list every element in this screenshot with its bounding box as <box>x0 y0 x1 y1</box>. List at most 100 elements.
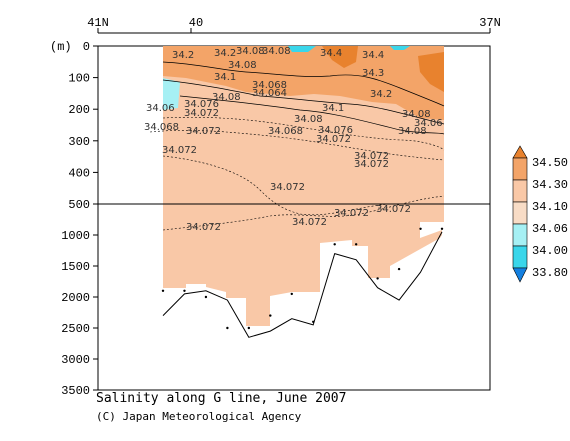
contour-34-072 <box>162 155 391 216</box>
cast-marker <box>354 243 358 246</box>
surface-high-salinity <box>163 46 444 120</box>
y-tick-label: 500 <box>68 198 90 212</box>
contour-label: 34.08 <box>262 46 291 57</box>
contour-label: 34.068 <box>144 122 179 133</box>
contour-34-08 <box>162 116 445 151</box>
contour-label: 34.068 <box>252 80 287 91</box>
contour-label: 34.072 <box>292 217 327 228</box>
y-axis: (m) 0 100 200 300 400 500 1000 1500 2000 2500 3000… <box>50 40 98 398</box>
cast-marker <box>397 267 401 271</box>
y-unit-label: (m) <box>50 40 72 54</box>
contour-label: 34.08 <box>402 109 431 120</box>
contour-label: 34.08 <box>212 92 241 103</box>
x-tick-label: 40 <box>189 16 203 30</box>
y-tick-label: 100 <box>68 72 90 86</box>
cast-marker <box>419 227 422 230</box>
cast-marker <box>269 314 272 317</box>
y-ticks: 0 100 200 300 400 500 1000 1500 2000 2500 3000 3500 <box>61 40 98 398</box>
cast-markers <box>161 227 444 330</box>
y-tick-label: 400 <box>68 166 90 180</box>
contour-label: 34.072 <box>316 134 351 145</box>
colorbar-swatch-34-30-34-50 <box>512 157 528 181</box>
contour-label: 34.1 <box>214 72 236 83</box>
contour-34-072b <box>162 195 445 231</box>
contour-34-3 <box>162 61 445 107</box>
y-tick-label: 2500 <box>61 322 90 336</box>
y-tick-label: 1500 <box>61 260 90 274</box>
contour-label: 34.072 <box>354 159 389 170</box>
colorbar-swatch-34-10-34-30 <box>512 179 528 203</box>
contour-label: 34.072 <box>184 108 219 119</box>
fresh-surface-patch <box>288 46 316 52</box>
cast-marker <box>183 289 186 292</box>
colorbar: 34.50 34.30 34.10 34.06 34.00 33.80 <box>512 145 568 283</box>
contour-lines <box>149 61 445 231</box>
contour-label: 34.08 <box>236 46 265 57</box>
colorbar-level-label: 34.06 <box>532 222 568 236</box>
contour-label: 34.064 <box>252 88 287 99</box>
colorbar-level-label: 33.80 <box>532 266 568 280</box>
y-tick-label: 3500 <box>61 384 90 398</box>
cast-marker <box>290 292 293 296</box>
contour-34-2 <box>162 79 445 125</box>
contour-label: 34.072 <box>354 151 389 162</box>
contour-label: 34.072 <box>162 145 197 156</box>
contour-label: 34.08 <box>228 60 257 71</box>
contour-label: 34.4 <box>320 48 342 59</box>
colorbar-level-label: 34.10 <box>532 200 568 214</box>
cast-marker <box>312 320 315 323</box>
chart-caption-credit: (C) Japan Meteorological Agency <box>96 410 302 423</box>
contour-34-1 <box>179 95 445 135</box>
cast-marker <box>204 295 208 299</box>
colorbar-swatch-below-33-80 <box>512 267 528 283</box>
colorbar-swatch-34-06-34-10 <box>512 201 528 225</box>
contour-label: 34.072 <box>334 208 369 219</box>
cast-marker <box>333 243 336 246</box>
contour-labels: 34.2 34.2 34.08 34.08 34.4 34.4 34.1 34.… <box>144 46 443 233</box>
y-tick-label: 1000 <box>61 229 90 243</box>
colorbar-swatch-34-00-34-06 <box>512 223 528 247</box>
cast-marker <box>376 277 379 280</box>
contour-label: 34.06 <box>414 118 443 129</box>
contour-label: 34.4 <box>362 50 384 61</box>
contour-label: 34.072 <box>186 126 221 137</box>
colorbar-level-label: 34.00 <box>532 244 568 258</box>
contour-label: 34.072 <box>270 182 305 193</box>
fresh-surface-patch-2 <box>390 46 410 50</box>
y-tick-label: 0 <box>83 40 90 54</box>
contour-label: 34.1 <box>322 103 344 114</box>
bottom-profile-line <box>162 231 443 338</box>
colorbar-level-label: 34.30 <box>532 178 568 192</box>
contour-label: 34.08 <box>398 126 427 137</box>
contour-label: 34.076 <box>184 99 219 110</box>
lower-salinity-patch <box>163 78 180 110</box>
contour-label: 34.3 <box>362 68 384 79</box>
cast-marker <box>161 289 165 292</box>
y-tick-label: 300 <box>68 135 90 149</box>
contour-label: 34.2 <box>214 48 236 59</box>
contour-label: 34.2 <box>172 50 194 61</box>
contour-label: 34.2 <box>370 89 392 100</box>
colorbar-swatch-above-34-50 <box>512 145 528 159</box>
colorbar-level-label: 34.50 <box>532 156 568 170</box>
chart-caption-title: Salinity along G line, June 2007 <box>96 391 347 406</box>
y-tick-label: 200 <box>68 103 90 117</box>
cast-marker <box>440 227 444 230</box>
surface-core-34-5b <box>418 52 444 92</box>
contour-label: 34.06 <box>146 103 175 114</box>
section-fill-area <box>163 46 444 326</box>
contour-34-076 <box>149 130 445 161</box>
x-tick-label: 41N <box>87 16 109 30</box>
cast-marker <box>247 326 251 330</box>
y-tick-label: 3000 <box>61 353 90 367</box>
contour-label: 34.08 <box>294 114 323 125</box>
y-tick-label: 2000 <box>61 291 90 305</box>
salinity-fill <box>163 46 444 326</box>
contour-label: 34.072 <box>376 204 411 215</box>
contour-label: 34.068 <box>268 126 303 137</box>
contour-label: 34.072 <box>186 222 221 233</box>
colorbar-swatch-33-80-34-00 <box>512 245 528 269</box>
surface-core-34-5 <box>322 46 358 68</box>
contour-label: 34.076 <box>318 125 353 136</box>
